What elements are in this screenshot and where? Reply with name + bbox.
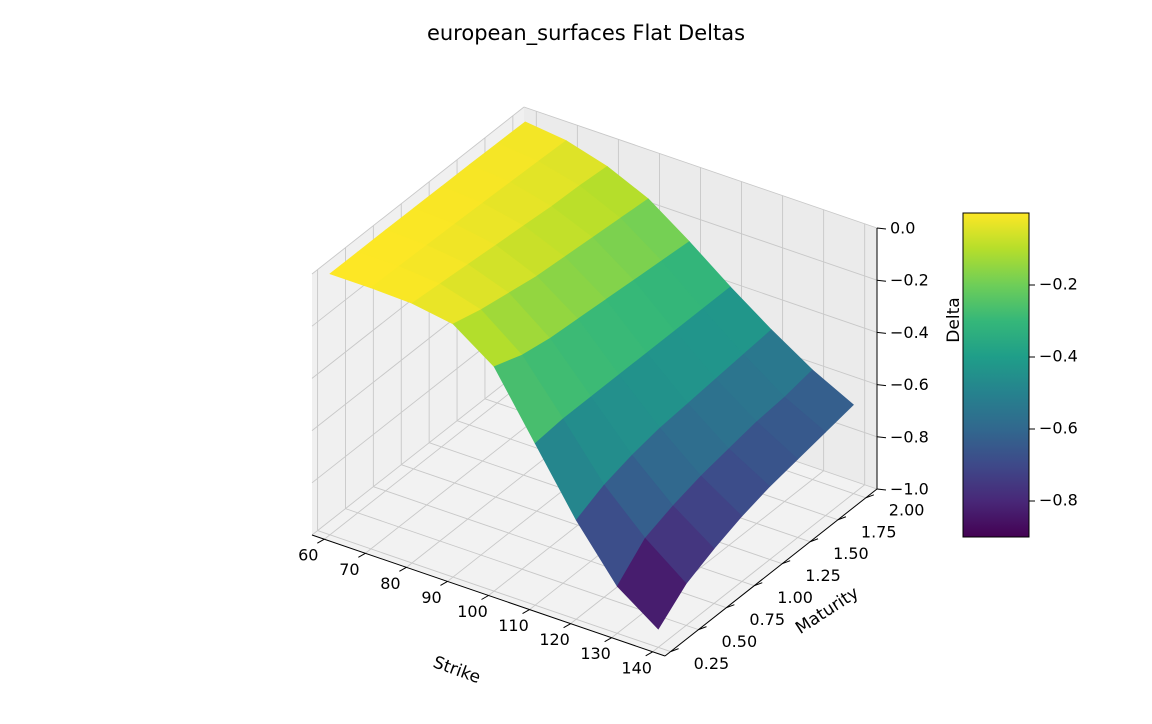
x-tick-label: 60 [298,546,318,565]
gridline-delta-side [311,367,525,536]
gridline-strike-floor [324,371,537,540]
colorbar-tick-label: −0.2 [1039,275,1078,294]
y-tick-label: 1.75 [861,522,897,541]
y-tick-label: 1.50 [833,544,869,563]
gridline-maturity-floor [317,530,671,653]
gridline-delta-side [311,106,525,275]
z-tick [876,279,887,282]
surface-patch [616,537,687,630]
y-tick [837,516,847,521]
gridline-strike-floor [652,484,865,653]
x-tick [563,623,571,629]
colorbar-tick-label: −0.6 [1039,419,1078,438]
y-tick-label: 1.00 [777,588,813,607]
z-tick-label: −0.4 [890,323,929,342]
z-tick-label: −1.0 [890,480,929,499]
y-tick-label: 0.75 [749,610,785,629]
x-tick [399,566,407,572]
colorbar-tick-label: −0.8 [1039,491,1078,510]
y-tick [726,604,735,609]
z-tick [876,227,887,230]
colorbar-tick-label: −0.4 [1039,347,1078,366]
y-tick-label: 2.00 [889,500,925,519]
y-tick-label: 0.50 [722,632,758,651]
z-tick [876,331,887,334]
y-tick [781,560,791,565]
x-tick [440,580,448,586]
colorbar: −0.2 −0.4 −0.6 −0.8 [962,212,1078,538]
y-tick [865,494,875,499]
x-tick-label: 70 [339,560,359,579]
x-tick-label: 120 [539,630,570,649]
x-tick [481,595,489,600]
x-tick [604,637,612,643]
x-tick-label: 110 [498,616,529,635]
y-tick [754,582,763,587]
y-tick [670,648,679,653]
y-tick-label: 1.25 [805,566,841,585]
z-tick [876,436,887,439]
y-tick [809,538,819,543]
x-tick-label: 130 [580,644,611,663]
chart-title: european_surfaces Flat Deltas [427,21,745,46]
y-tick [698,626,707,631]
axes: 60 70 80 90 100 110 120 130 140 0.25 0.50 0.75 1.00 1… [298,219,929,678]
z-tick [876,384,887,387]
x-tick [645,651,653,657]
x-tick [317,538,325,544]
x-tick-label: 140 [621,658,652,677]
z-tick-label: −0.6 [890,375,929,394]
y-axis-line [664,488,878,657]
surface [329,121,854,630]
x-axis-label: Strike [430,653,483,689]
colorbar-gradient [962,212,1030,538]
z-axis-label: Delta [944,297,964,342]
gridline-delta-back [523,106,878,229]
y-tick-label: 0.25 [694,654,730,673]
z-tick-label: 0.0 [890,219,915,238]
x-tick [522,609,530,615]
z-tick-label: −0.8 [890,427,929,446]
z-tick-label: −0.2 [890,271,929,290]
z-tick [876,488,887,491]
x-tick [358,552,366,558]
x-tick-label: 90 [421,588,441,607]
x-tick-label: 80 [380,574,400,593]
x-tick-label: 100 [457,602,488,621]
